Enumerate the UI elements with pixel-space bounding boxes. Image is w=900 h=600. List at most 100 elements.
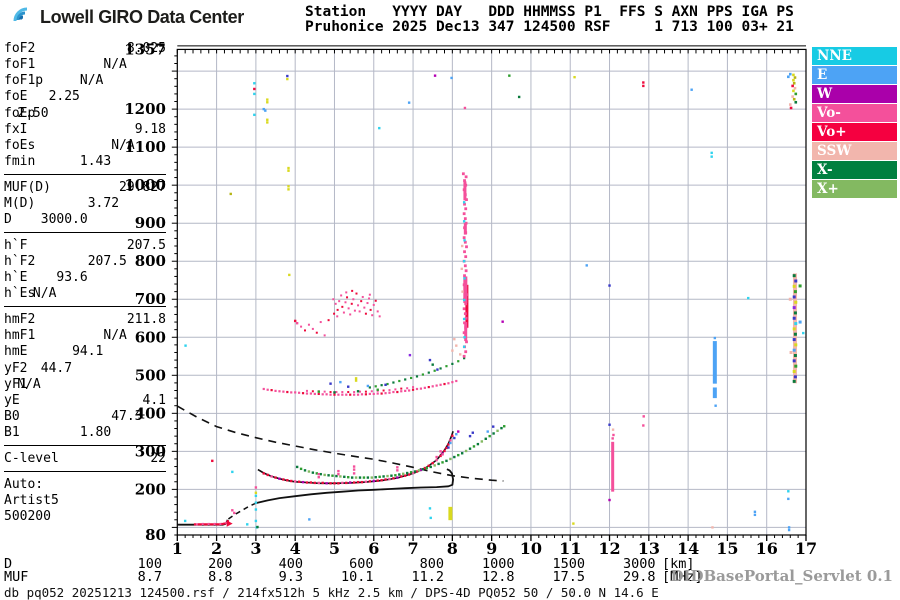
svg-text:11: 11 <box>559 539 581 558</box>
muf-row-value: 29.8 <box>622 569 656 585</box>
param-label: Artist5 <box>4 492 59 508</box>
legend-item-nne: NNE <box>812 47 897 65</box>
param-separator <box>4 471 166 473</box>
param-row-auto: Auto: <box>4 477 166 493</box>
param-label: yF1 <box>4 376 28 392</box>
dots-e-trace-echoes <box>193 520 230 526</box>
param-label: hmE <box>4 344 28 360</box>
svg-text:3: 3 <box>250 539 261 558</box>
dots-second-hop-arc <box>262 379 458 396</box>
muf-row-value: 800 <box>419 556 444 572</box>
param-row-b0: 47.3 B0 <box>4 409 166 425</box>
param-row-fof1: N/A foF1 <box>4 57 166 73</box>
param-row-foe: 2.25 foE <box>4 89 166 105</box>
param-row-yf1: N/A yF1 <box>4 377 166 393</box>
param-label: h`F <box>4 237 28 253</box>
giro-wave-icon <box>13 7 28 22</box>
dots-spread-f-column-cyan <box>460 201 466 348</box>
svg-text:12: 12 <box>598 539 620 558</box>
muf-row-value: 1500 <box>552 556 585 572</box>
dots-second-hop-x-arc <box>368 357 466 389</box>
param-value: 207.5 <box>126 237 166 253</box>
svg-text:17: 17 <box>795 539 817 558</box>
svg-text:1100: 1100 <box>124 138 166 156</box>
svg-text:16: 16 <box>756 539 778 558</box>
param-value: 211.8 <box>126 312 166 328</box>
svg-text:13: 13 <box>638 539 660 558</box>
param-row-fmin: 1.43 fmin <box>4 154 166 170</box>
vertical-echo-lines <box>448 181 797 521</box>
muf-row-value: 11.2 <box>411 569 444 585</box>
x-axis-labels: 1 2 3 4 5 6 7 8 9 10 11 12 13 14 15 16 17 <box>172 539 817 558</box>
param-value: 22 <box>150 450 166 466</box>
svg-text:5: 5 <box>329 539 340 558</box>
logo-text: Lowell GIRO Data Center <box>40 6 244 27</box>
muf-row-value: 17.5 <box>552 569 585 585</box>
param-value: 207.5 <box>87 254 127 270</box>
param-value: N/A <box>32 286 57 302</box>
svg-text:80: 80 <box>145 526 166 544</box>
svg-text:800: 800 <box>135 252 166 270</box>
param-label: h`Es <box>4 286 36 302</box>
param-label: foE <box>4 89 28 105</box>
muf-row-value: 8.8 <box>208 569 233 585</box>
dots-spread-f-cloud <box>300 289 381 337</box>
dots-x-trace-echoes <box>295 425 506 479</box>
legend-item-w: W <box>812 85 897 103</box>
muf-row-label: MUF <box>4 569 29 585</box>
legend-item-x-: X- <box>812 161 897 179</box>
muf-row-value: 100 <box>137 556 162 572</box>
param-row-hmf1: N/A hmF1 <box>4 328 166 344</box>
param-label: hmF2 <box>4 312 36 328</box>
param-value: 3.72 <box>87 195 120 211</box>
svg-text:400: 400 <box>135 404 166 422</box>
param-label: fmin <box>4 153 36 169</box>
muf-row-value: 9.3 <box>278 569 303 585</box>
param-row-foes: N/A foEs <box>4 138 166 154</box>
svg-text:700: 700 <box>135 290 166 308</box>
param-value: 47.3 <box>111 409 143 425</box>
param-value: 2.50 <box>17 105 49 121</box>
param-separator <box>4 232 166 234</box>
param-separator <box>4 174 166 176</box>
param-row-artist5: Artist5 <box>4 493 166 509</box>
muf-row-value: 1000 <box>481 556 515 572</box>
station-header-line2: Pruhonice 2025 Dec13 347 124500 RSF 1 71… <box>305 19 794 35</box>
param-label: MUF(D) <box>4 179 51 195</box>
param-row-fxi: 9.18 fxI <box>4 122 166 138</box>
param-value: 1.80 <box>79 425 112 441</box>
dots-right-edge-column <box>788 274 802 383</box>
param-value: N/A <box>79 73 104 89</box>
svg-text:10: 10 <box>520 539 542 558</box>
param-label: C-level <box>4 450 59 466</box>
param-value: 8.025 <box>126 41 166 56</box>
svg-text:1000: 1000 <box>124 176 166 194</box>
svg-text:300: 300 <box>135 442 166 460</box>
param-value: N/A <box>103 328 127 344</box>
muf-row-value: 200 <box>208 556 233 572</box>
param-label: h`F2 <box>4 254 36 270</box>
svg-text:600: 600 <box>135 328 166 346</box>
muf-row-value: 3000 <box>622 556 656 572</box>
svg-text:900: 900 <box>135 214 166 232</box>
param-row-he: 93.6 h`E <box>4 270 166 286</box>
trace-markers <box>226 520 233 527</box>
param-row-yf2: 44.7 yF2 <box>4 361 166 377</box>
param-label: B0 <box>4 409 20 425</box>
param-value: 44.7 <box>40 360 73 376</box>
param-row-500200: 500200 <box>4 509 166 525</box>
muf-row-value: 10.1 <box>340 569 374 585</box>
param-row-ye: 4.1 yE <box>4 393 166 409</box>
legend-item-vo-: Vo- <box>812 104 897 122</box>
param-row-hme: 94.1 hmE <box>4 344 166 360</box>
param-value: 2.25 <box>48 89 80 105</box>
valley-profile <box>227 502 257 520</box>
legend-item-vo+: Vo+ <box>812 123 897 141</box>
dots-o-trace-echoes <box>262 434 454 485</box>
param-label: foEp <box>4 105 36 121</box>
param-row-foep: 2.50 foEp <box>4 106 166 122</box>
f-profile <box>255 468 455 504</box>
dots-top-right-cluster <box>787 72 798 110</box>
